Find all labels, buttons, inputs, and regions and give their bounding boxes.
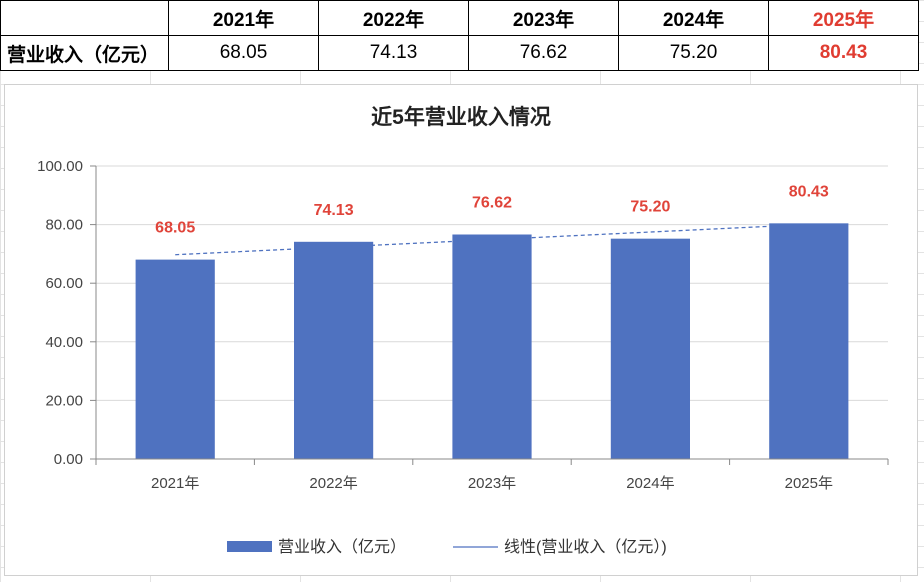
data-label: 75.20: [630, 199, 670, 216]
x-tick-label: 2025年: [785, 475, 833, 492]
legend-label-trendline: 线性(营业收入（亿元）): [504, 538, 667, 556]
bar: [135, 259, 215, 459]
x-tick-label: 2022年: [309, 475, 357, 492]
y-tick-label: 0.00: [54, 451, 83, 468]
table-data-row: 营业收入（亿元） 68.05 74.13 76.62 75.20 80.43: [0, 35, 919, 71]
year-header-cell: 2022年: [318, 0, 469, 36]
year-header-cell: 2021年: [168, 0, 319, 36]
legend-label-bar: 营业收入（亿元）: [278, 538, 406, 556]
data-label: 68.05: [155, 220, 195, 237]
bar: [769, 223, 849, 459]
x-tick-label: 2021年: [151, 475, 199, 492]
chart-title: 近5年营业收入情况: [371, 105, 551, 129]
year-header-cell: 2023年: [468, 0, 619, 36]
y-tick-label: 60.00: [45, 275, 83, 292]
data-label: 80.43: [789, 183, 829, 200]
data-label: 76.62: [472, 195, 512, 212]
value-cell: 75.20: [618, 35, 769, 71]
value-cell: 76.62: [468, 35, 619, 71]
revenue-chart: 近5年营业收入情况 0.00 20.00 40.00 60.00 80.00 100.00…: [37, 105, 889, 556]
year-header-cell: 2024年: [618, 0, 769, 36]
value-cell: 68.05: [168, 35, 319, 71]
bar: [294, 241, 374, 459]
table-header-row: 2021年 2022年 2023年 2024年 2025年: [0, 0, 919, 36]
year-header-cell-highlight: 2025年: [768, 0, 919, 36]
x-tick-label: 2024年: [626, 475, 674, 492]
value-cell: 74.13: [318, 35, 469, 71]
data-table: 2021年 2022年 2023年 2024年 2025年 营业收入（亿元） 6…: [0, 0, 919, 71]
chart-panel: 近5年营业收入情况 0.00 20.00 40.00 60.00 80.00 100.00…: [4, 84, 918, 576]
y-tick-label: 100.00: [37, 158, 83, 175]
bar: [452, 234, 532, 459]
y-tick-label: 20.00: [45, 392, 83, 409]
legend-swatch-bar: [227, 541, 272, 552]
data-label: 74.13: [314, 202, 354, 219]
table-corner-cell: [0, 0, 169, 36]
x-tick-label: 2023年: [468, 475, 516, 492]
row-label-revenue: 营业收入（亿元）: [0, 35, 169, 71]
trendline: [175, 223, 809, 256]
bar: [610, 238, 690, 459]
y-tick-label: 80.00: [45, 217, 83, 234]
value-cell-highlight: 80.43: [768, 35, 919, 71]
y-tick-label: 40.00: [45, 334, 83, 351]
